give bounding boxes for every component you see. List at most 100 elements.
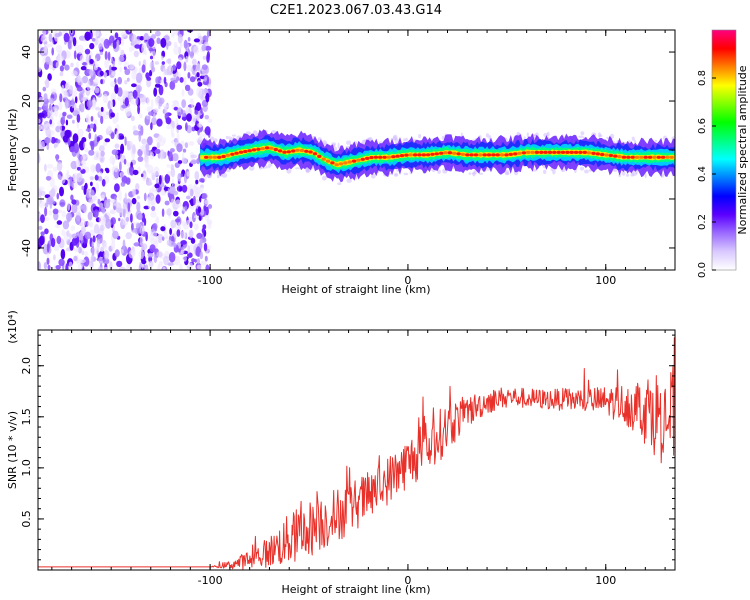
heatmap-cell [204,114,210,120]
heatmap-cell [139,36,144,41]
heatmap-cell [162,266,166,270]
y-tick-label: -20 [20,190,33,208]
heatmap-cell [156,118,163,127]
heatmap-cell [97,175,103,182]
heatmap-cell [94,133,98,144]
heatmap-cell [123,158,127,165]
heatmap-cell [190,204,195,210]
heatmap-cell [81,185,85,191]
heatmap-cell [61,229,66,237]
heatmap-cell [141,138,148,145]
heatmap-cell [654,139,658,143]
heatmap-cell [174,199,182,209]
heatmap-peak-cell [465,153,470,157]
heatmap-cell [89,42,95,50]
heatmap-cell [103,266,108,270]
heatmap-peak-cell [478,153,483,157]
heatmap-cell [119,135,125,140]
heatmap-cell [206,30,210,38]
heatmap-cell [150,210,157,218]
heatmap-ridge-band [200,145,675,168]
heatmap-peak-cell [643,155,648,159]
heatmap-cell [52,208,59,215]
heatmap-cell [119,161,122,172]
heatmap-peak-cell [417,153,422,157]
heatmap-cell [181,220,187,227]
heatmap-cell [177,160,183,164]
heatmap-cell [125,232,132,240]
heatmap-cell [200,96,205,101]
heatmap-cell [53,254,56,261]
heatmap-cell [44,202,49,208]
heatmap-cell [93,78,99,85]
heatmap-cell [67,202,71,211]
snr-y-axis-label: SNR (10 * v/v) [6,411,19,489]
heatmap-peak-cell [647,155,653,159]
heatmap-cell [45,78,50,89]
heatmap-peak-cell [238,150,244,154]
heatmap-cell [176,133,180,141]
heatmap-peak-cell [204,155,209,159]
heatmap-cell [317,137,322,141]
heatmap-cell [47,196,54,205]
heatmap-cell [83,141,87,149]
heatmap-cell [40,214,45,224]
heatmap-cell [46,243,50,253]
heatmap-cell [49,177,55,188]
heatmap-peak-cell [277,149,283,153]
heatmap-peak-cell [243,149,248,154]
heatmap-cell [137,86,141,97]
heatmap-cell [162,191,167,196]
heatmap-cell [196,72,200,78]
heatmap-cell [90,181,93,187]
heatmap-cell [131,83,137,88]
x-tick-label: 0 [404,274,411,287]
heatmap-peak-cell [330,161,335,165]
heatmap-cell [161,208,165,217]
heatmap-cell [118,217,121,222]
heatmap-cell [38,43,42,49]
heatmap-cell [48,33,53,43]
heatmap-cell [100,246,105,252]
heatmap-cell [99,154,105,163]
heatmap-cell [158,139,165,147]
heatmap-cell [74,87,78,98]
heatmap-cell [153,87,158,97]
heatmap-cell [132,89,138,99]
heatmap-cell [203,242,208,252]
heatmap-cell [88,132,92,140]
heatmap-cell [186,113,192,122]
heatmap-cell [46,163,54,169]
spectrogram-x-axis-label: Height of straight line (km) [281,283,430,296]
heatmap-cell [621,170,626,176]
heatmap-cell [112,60,116,67]
heatmap-cell [123,91,129,97]
heatmap-cell [176,143,183,153]
heatmap-cell [172,30,175,36]
x-tick-label: 100 [595,274,616,287]
heatmap-cell [76,247,80,253]
heatmap-peak-cell [534,150,540,154]
heatmap-peak-cell [334,163,339,167]
heatmap-cell [117,87,123,98]
heatmap-cell [81,250,85,256]
heatmap-cell [81,97,88,102]
heatmap-cell [167,188,171,194]
heatmap-cell [177,222,181,231]
heatmap-cell [89,58,94,65]
heatmap-cell [201,192,208,200]
heatmap-cell [403,172,409,176]
heatmap-peak-cell [539,150,544,154]
heatmap-cell [173,106,179,111]
heatmap-cell [63,32,70,43]
heatmap-cell [45,176,52,181]
heatmap-cell [599,134,603,137]
heatmap-cell [92,235,96,243]
heatmap-frequency-ridge [200,129,675,183]
heatmap-cell [105,111,109,116]
heatmap-cell [82,242,88,249]
heatmap-cell [468,172,472,175]
heatmap-cell [140,125,144,136]
heatmap-peak-cell [325,159,331,163]
